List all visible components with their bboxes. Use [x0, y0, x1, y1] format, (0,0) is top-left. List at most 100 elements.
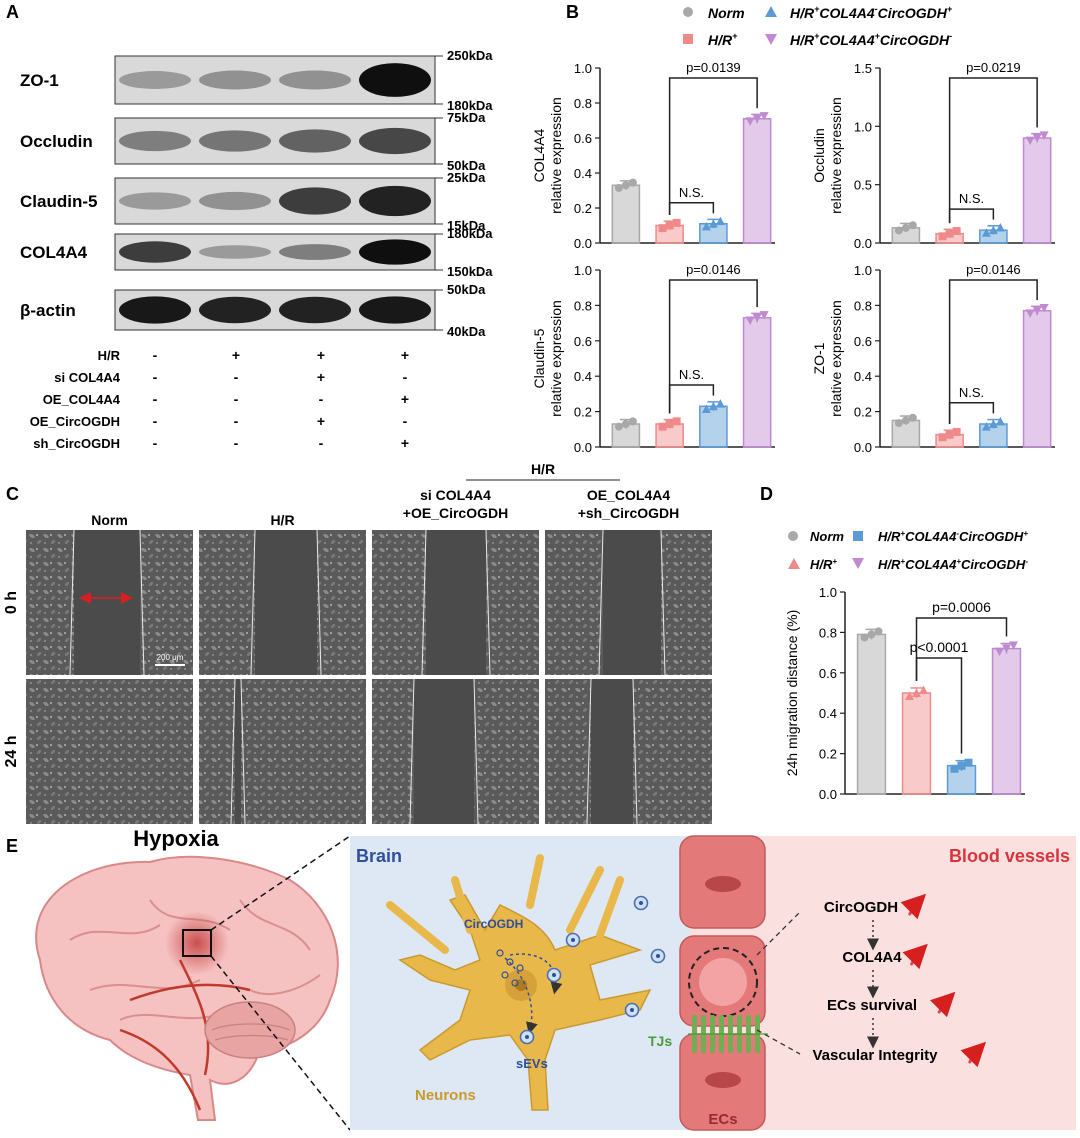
condition-mark: +	[232, 347, 240, 363]
condition-label: sh_CircOGDH	[33, 436, 120, 451]
data-point	[901, 223, 910, 232]
scratch-edge	[598, 529, 604, 676]
y-tick-label: 0.6	[574, 334, 592, 349]
blot-band	[359, 63, 431, 97]
y-axis-label: ZO-1relative expression	[811, 300, 844, 417]
micrograph	[199, 679, 366, 824]
brain-title: Brain	[356, 846, 402, 866]
data-point	[867, 630, 876, 639]
legend-blue-label: H/R+COL4A4-CircOGDH+	[790, 4, 953, 21]
neurons-label: Neurons	[415, 1087, 476, 1104]
significance-label: N.S.	[679, 367, 704, 382]
blot-band	[119, 192, 191, 210]
y-axis-label: Claudin-5relative expression	[531, 300, 564, 417]
scratch-gap	[414, 679, 474, 824]
condition-mark: +	[317, 369, 325, 385]
data-point	[759, 112, 769, 121]
data-point	[945, 229, 954, 238]
bar	[1022, 309, 1052, 448]
y-tick-label: 0.4	[574, 369, 592, 384]
marker-upper-label: 250kDa	[447, 48, 493, 63]
bar	[901, 692, 932, 795]
data-point	[894, 419, 903, 428]
panel-c-label: C	[6, 484, 19, 504]
scratch-edge	[409, 678, 415, 825]
condition-mark: +	[401, 347, 409, 363]
brain-illustration	[35, 835, 351, 1131]
condition-label: H/R	[98, 348, 121, 363]
y-tick-label: 1.0	[854, 119, 872, 134]
scratch-edge	[586, 678, 592, 825]
significance-bracket	[948, 279, 1038, 424]
marker-lower-label: 150kDa	[447, 264, 493, 279]
data-point	[1039, 304, 1049, 313]
d-legend-purple-marker	[852, 558, 864, 569]
legend-hr-label: H/R+	[708, 31, 738, 48]
significance-bracket	[915, 617, 1008, 681]
cascade-pointer-top	[756, 911, 801, 956]
y-tick-label: 1.0	[574, 263, 592, 278]
scratch-edge	[660, 529, 666, 676]
data-point	[759, 311, 769, 320]
y-tick-label: 0.4	[854, 369, 872, 384]
blot-band	[359, 296, 431, 324]
condition-mark: -	[234, 369, 239, 385]
blot-band	[199, 191, 271, 211]
tjs-label: TJs	[648, 1033, 672, 1049]
data-point	[665, 221, 674, 230]
cascade-step: CircOGDH	[824, 899, 898, 916]
data-point	[919, 685, 928, 694]
scratch-edge	[632, 678, 638, 825]
upregulation-arrow	[929, 991, 956, 1018]
scratch-gap	[255, 530, 317, 675]
condition-mark: +	[317, 347, 325, 363]
circogdh-dot	[501, 971, 509, 979]
scratch-gap	[74, 530, 140, 675]
data-point	[701, 404, 711, 413]
scratch-column-title: H/R	[270, 512, 294, 528]
data-point	[672, 417, 681, 426]
sev-vesicle-core	[639, 901, 643, 905]
significance-bracket	[668, 384, 715, 414]
blot-band	[119, 130, 191, 152]
blot-band	[279, 296, 351, 324]
blot-band	[199, 70, 271, 90]
y-tick-label: 0.2	[574, 201, 592, 216]
data-point	[708, 401, 718, 411]
blot-protein-label: Claudin-5	[20, 192, 97, 211]
condition-mark: -	[319, 391, 324, 407]
condition-label: OE_CircOGDH	[30, 414, 120, 429]
condition-mark: -	[153, 369, 158, 385]
y-axis-label: COL4A4relative expression	[531, 97, 564, 214]
data-point	[995, 647, 1004, 657]
blot-band	[119, 241, 191, 263]
scratch-column-title: Norm	[91, 512, 128, 528]
sev-vesicle-core	[552, 973, 556, 977]
data-point	[988, 225, 998, 235]
legend-purple-marker	[765, 34, 777, 45]
scratch-edge	[421, 529, 427, 676]
data-point	[952, 427, 961, 436]
marker-lower-label: 15kDa	[447, 218, 486, 233]
scratch-edge	[69, 529, 75, 676]
bar	[611, 184, 641, 244]
scratch-gap	[603, 530, 661, 675]
bar-chart-4: 0.0 0.2 0.4 0.6 0.8 1.0 24h migration distance…	[784, 585, 1025, 802]
panel-d-legend: Norm H/R+COL4A4-CircOGDH+ H/R+ H/R+COL4A…	[788, 529, 1028, 572]
scratch-gap	[235, 679, 241, 824]
y-tick-label: 1.5	[854, 61, 872, 76]
sev-vesicle-core	[656, 954, 660, 958]
legend-blue-marker	[765, 6, 777, 17]
y-tick-label: 1.0	[574, 61, 592, 76]
condition-mark: -	[153, 391, 158, 407]
data-point	[658, 224, 667, 233]
data-point	[628, 417, 637, 426]
blot-protein-label: COL4A4	[20, 243, 88, 262]
data-point	[938, 232, 947, 241]
scratch-row-label: 24 h	[3, 735, 20, 767]
significance-bracket	[915, 657, 963, 754]
panel-d-label: D	[760, 484, 773, 504]
bar-charts: 0.0 0.2 0.4 0.6 0.8 1.0 COL4A4relative express…	[531, 60, 1055, 802]
data-point	[995, 416, 1005, 426]
scratch-edge	[240, 678, 246, 825]
